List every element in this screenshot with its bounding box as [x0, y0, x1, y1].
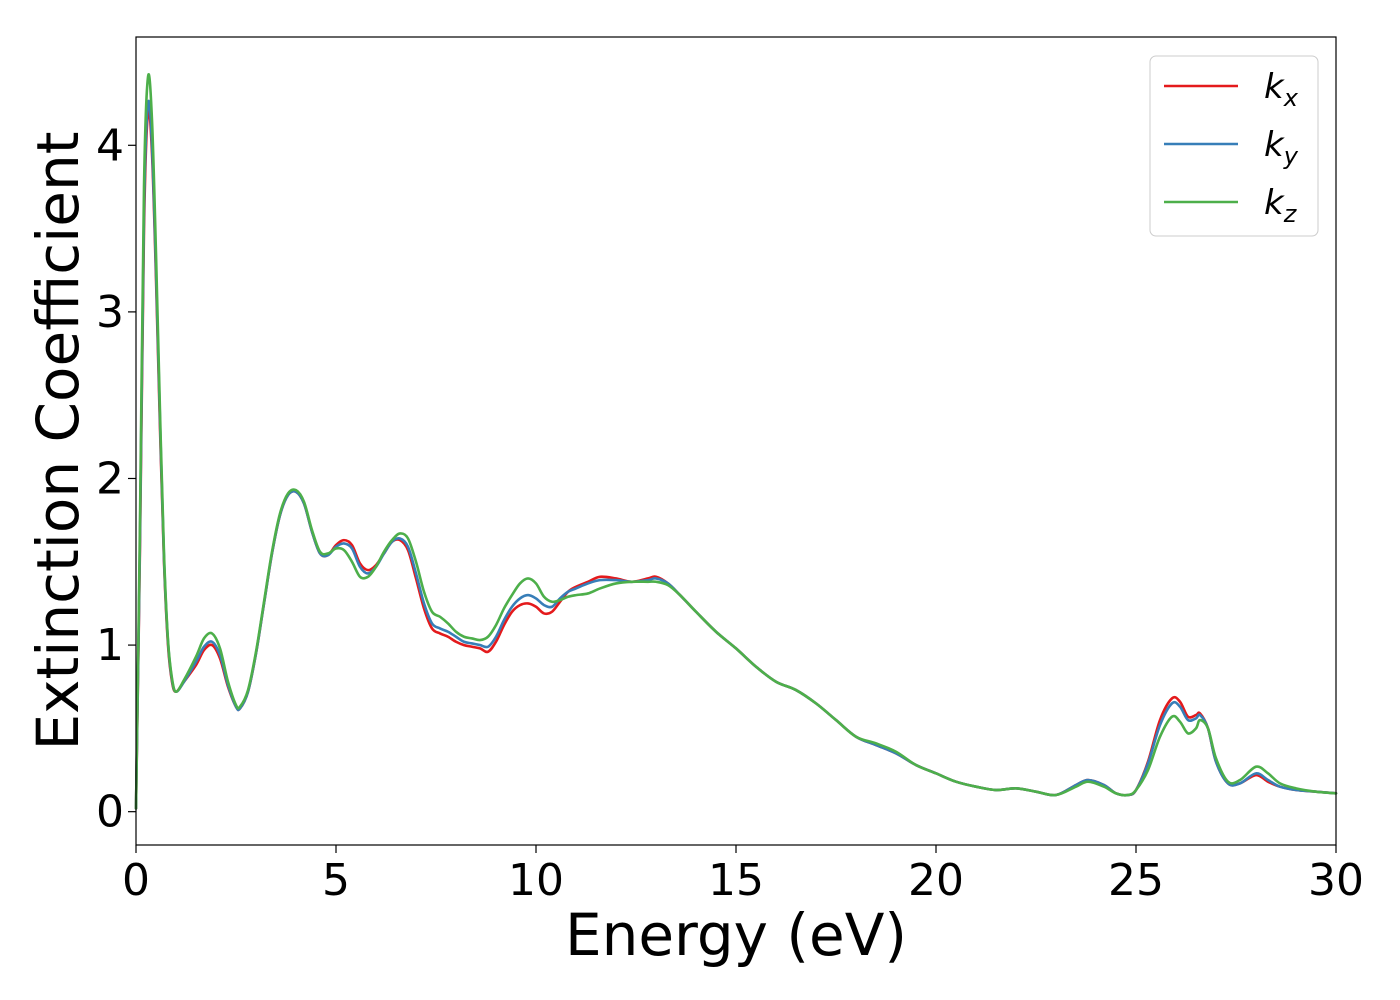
- x-tick-label: 30: [1308, 855, 1364, 906]
- x-axis-label: Energy (eV): [565, 901, 907, 969]
- y-tick-label: 3: [96, 287, 124, 338]
- y-axis-ticks: 0 1 2 3 4: [96, 120, 136, 838]
- x-tick-label: 10: [508, 855, 564, 906]
- y-tick-label: 4: [96, 120, 124, 171]
- y-tick-label: 0: [96, 787, 124, 838]
- series-line-z: [134, 73, 1338, 810]
- legend-label-y: ky: [1264, 125, 1299, 170]
- legend: kx ky kz: [1149, 55, 1319, 237]
- x-tick-label: 0: [122, 855, 150, 906]
- series-lines: [134, 73, 1338, 810]
- y-tick-label: 2: [96, 453, 124, 504]
- x-tick-label: 20: [908, 855, 964, 906]
- legend-label-z: kz: [1264, 183, 1298, 228]
- legend-label-x: kx: [1264, 67, 1299, 112]
- x-tick-label: 15: [708, 855, 764, 906]
- x-axis-ticks: 0 5 10 15 20 25 30: [122, 845, 1364, 906]
- x-tick-label: 25: [1108, 855, 1164, 906]
- y-tick-label: 1: [96, 620, 124, 671]
- legend-box: [1149, 55, 1319, 237]
- x-tick-label: 5: [322, 855, 350, 906]
- y-axis-label: Extinction Coefficient: [24, 132, 92, 751]
